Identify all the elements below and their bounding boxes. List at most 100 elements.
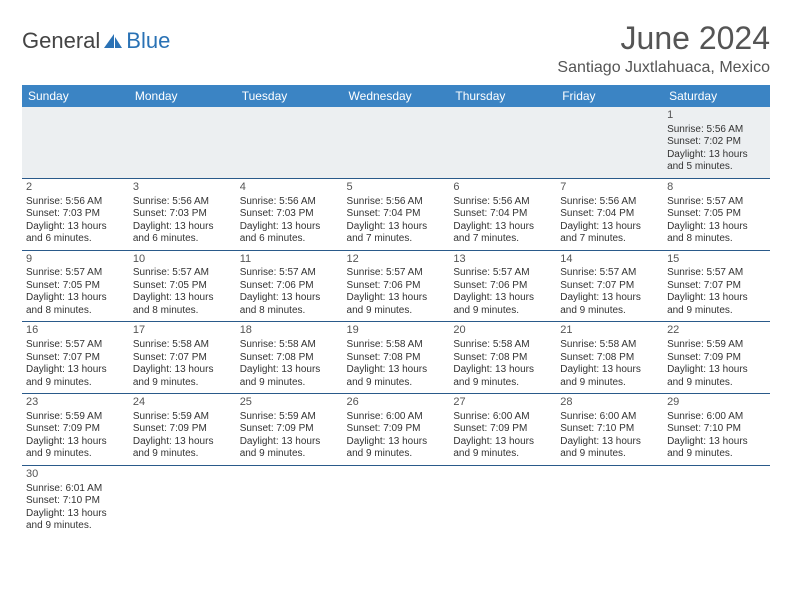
daylight-text: Daylight: 13 hours and 9 minutes. — [453, 292, 534, 316]
sunrise-text: Sunrise: 5:56 AM — [560, 196, 636, 207]
calendar-cell: 18Sunrise: 5:58 AMSunset: 7:08 PMDayligh… — [236, 322, 343, 394]
daylight-text: Daylight: 13 hours and 9 minutes. — [133, 436, 214, 460]
sunset-text: Sunset: 7:04 PM — [347, 208, 421, 219]
sunset-text: Sunset: 7:10 PM — [26, 495, 100, 506]
calendar-cell: 25Sunrise: 5:59 AMSunset: 7:09 PM Dayligh… — [236, 394, 343, 466]
sunset-text: Sunset: 7:07 PM — [560, 280, 634, 291]
calendar-cell: 10Sunrise: 5:57 AMSunset: 7:05 PMDayligh… — [129, 250, 236, 322]
sunrise-text: Sunrise: 5:59 AM — [667, 339, 743, 350]
sunset-text: Sunset: 7:08 PM — [453, 352, 527, 363]
calendar-cell — [663, 465, 770, 536]
calendar-cell: 2Sunrise: 5:56 AMSunset: 7:03 PMDaylight… — [22, 178, 129, 250]
month-title: June 2024 — [557, 20, 770, 57]
calendar-week: 9Sunrise: 5:57 AMSunset: 7:05 PMDaylight… — [22, 250, 770, 322]
calendar-cell: 22Sunrise: 5:59 AM Sunset: 7:09 PMDayligh… — [663, 322, 770, 394]
calendar-cell — [236, 465, 343, 536]
day-header: Sunday — [22, 85, 129, 107]
calendar-cell: 29Sunrise: 6:00 AMSunset: 7:10 PMDayligh… — [663, 394, 770, 466]
sunrise-text: Sunrise: 5:56 AM — [453, 196, 529, 207]
daylight-text: Daylight: 13 hours and 9 minutes. — [560, 364, 641, 388]
sunset-text: Sunset: 7:06 PM — [453, 280, 527, 291]
calendar-cell: 14Sunrise: 5:57 AMSunset: 7:07 PMDayligh… — [556, 250, 663, 322]
daylight-text: Daylight: 13 hours and 9 minutes. — [347, 292, 428, 316]
sunset-text: Sunset: 7:03 PM — [240, 208, 314, 219]
day-number: 11 — [240, 253, 339, 267]
day-number: 15 — [667, 253, 766, 267]
sunset-text: Sunset: 7:09 PM — [240, 423, 314, 434]
sunrise-text: Sunrise: 5:56 AM — [240, 196, 316, 207]
sunset-text: Sunset: 7:09 PM — [667, 352, 741, 363]
calendar-cell: 19Sunrise: 5:58 AMSunset: 7:08 PMDayligh… — [343, 322, 450, 394]
day-number: 6 — [453, 181, 552, 195]
day-number: 4 — [240, 181, 339, 195]
calendar-cell: 13Sunrise: 5:57 AMSunset: 7:06 PMDayligh… — [449, 250, 556, 322]
sunrise-text: Sunrise: 6:01 AM — [26, 483, 102, 494]
calendar-cell: 8Sunrise: 5:57 AMSunset: 7:05 PMDaylight… — [663, 178, 770, 250]
daylight-text: Daylight: 13 hours and 5 minutes. — [667, 149, 748, 173]
sunrise-text: Sunrise: 5:57 AM — [26, 267, 102, 278]
sunrise-text: Sunrise: 5:57 AM — [133, 267, 209, 278]
calendar-cell: 27Sunrise: 6:00 AMSunset: 7:09 PMDayligh… — [449, 394, 556, 466]
daylight-text: Daylight: 13 hours and 8 minutes. — [240, 292, 321, 316]
daylight-text: Daylight: 13 hours and 9 minutes. — [26, 508, 107, 532]
day-number: 25 — [240, 396, 339, 410]
sunset-text: Sunset: 7:10 PM — [667, 423, 741, 434]
day-header: Friday — [556, 85, 663, 107]
brand-text-1: General — [22, 28, 100, 54]
calendar-cell — [236, 107, 343, 178]
calendar-cell: 7Sunrise: 5:56 AMSunset: 7:04 PMDaylight… — [556, 178, 663, 250]
day-number: 1 — [667, 109, 766, 123]
daylight-text: Daylight: 13 hours and 9 minutes. — [240, 364, 321, 388]
daylight-text: Daylight: 13 hours and 9 minutes. — [240, 436, 321, 460]
daylight-text: Daylight: 13 hours and 6 minutes. — [240, 221, 321, 245]
calendar-week: 2Sunrise: 5:56 AMSunset: 7:03 PMDaylight… — [22, 178, 770, 250]
sunrise-text: Sunrise: 5:57 AM — [560, 267, 636, 278]
sunset-text: Sunset: 7:04 PM — [560, 208, 634, 219]
day-number: 20 — [453, 324, 552, 338]
sunrise-text: Sunrise: 5:56 AM — [347, 196, 423, 207]
daylight-text: Daylight: 13 hours and 9 minutes. — [453, 436, 534, 460]
day-header: Tuesday — [236, 85, 343, 107]
daylight-text: Daylight: 13 hours and 9 minutes. — [667, 436, 748, 460]
day-number: 3 — [133, 181, 232, 195]
daylight-text: Daylight: 13 hours and 9 minutes. — [667, 364, 748, 388]
day-header: Monday — [129, 85, 236, 107]
sunrise-text: Sunrise: 5:59 AM — [26, 411, 102, 422]
sunset-text: Sunset: 7:02 PM — [667, 136, 741, 147]
calendar-cell: 21Sunrise: 5:58 AMSunset: 7:08 PMDayligh… — [556, 322, 663, 394]
sunrise-text: Sunrise: 5:59 AM — [240, 411, 316, 422]
daylight-text: Daylight: 13 hours and 7 minutes. — [453, 221, 534, 245]
daylight-text: Daylight: 13 hours and 9 minutes. — [453, 364, 534, 388]
sunset-text: Sunset: 7:07 PM — [667, 280, 741, 291]
calendar-cell: 6Sunrise: 5:56 AMSunset: 7:04 PMDaylight… — [449, 178, 556, 250]
calendar-cell — [129, 107, 236, 178]
sunset-text: Sunset: 7:03 PM — [26, 208, 100, 219]
daylight-text: Daylight: 13 hours and 9 minutes. — [26, 364, 107, 388]
daylight-text: Daylight: 13 hours and 9 minutes. — [560, 436, 641, 460]
day-number: 26 — [347, 396, 446, 410]
day-number: 30 — [26, 468, 125, 482]
sunset-text: Sunset: 7:05 PM — [133, 280, 207, 291]
sunrise-text: Sunrise: 5:56 AM — [133, 196, 209, 207]
sunset-text: Sunset: 7:05 PM — [667, 208, 741, 219]
sunrise-text: Sunrise: 5:57 AM — [347, 267, 423, 278]
calendar-cell: 3Sunrise: 5:56 AMSunset: 7:03 PMDaylight… — [129, 178, 236, 250]
sunrise-text: Sunrise: 6:00 AM — [453, 411, 529, 422]
daylight-text: Daylight: 13 hours and 9 minutes. — [133, 364, 214, 388]
sunset-text: Sunset: 7:07 PM — [26, 352, 100, 363]
day-number: 18 — [240, 324, 339, 338]
calendar-cell: 1Sunrise: 5:56 AMSunset: 7:02 PMDaylight… — [663, 107, 770, 178]
calendar-cell — [449, 107, 556, 178]
day-number: 22 — [667, 324, 766, 338]
calendar-week: 23Sunrise: 5:59 AMSunset: 7:09 PMDayligh… — [22, 394, 770, 466]
location: Santiago Juxtlahuaca, Mexico — [557, 59, 770, 77]
day-number: 5 — [347, 181, 446, 195]
title-block: June 2024 Santiago Juxtlahuaca, Mexico — [557, 20, 770, 77]
sunset-text: Sunset: 7:03 PM — [133, 208, 207, 219]
calendar-week: 16Sunrise: 5:57 AMSunset: 7:07 PMDayligh… — [22, 322, 770, 394]
day-header-row: Sunday Monday Tuesday Wednesday Thursday… — [22, 85, 770, 107]
day-number: 19 — [347, 324, 446, 338]
sunset-text: Sunset: 7:09 PM — [347, 423, 421, 434]
day-number: 23 — [26, 396, 125, 410]
daylight-text: Daylight: 13 hours and 9 minutes. — [667, 292, 748, 316]
